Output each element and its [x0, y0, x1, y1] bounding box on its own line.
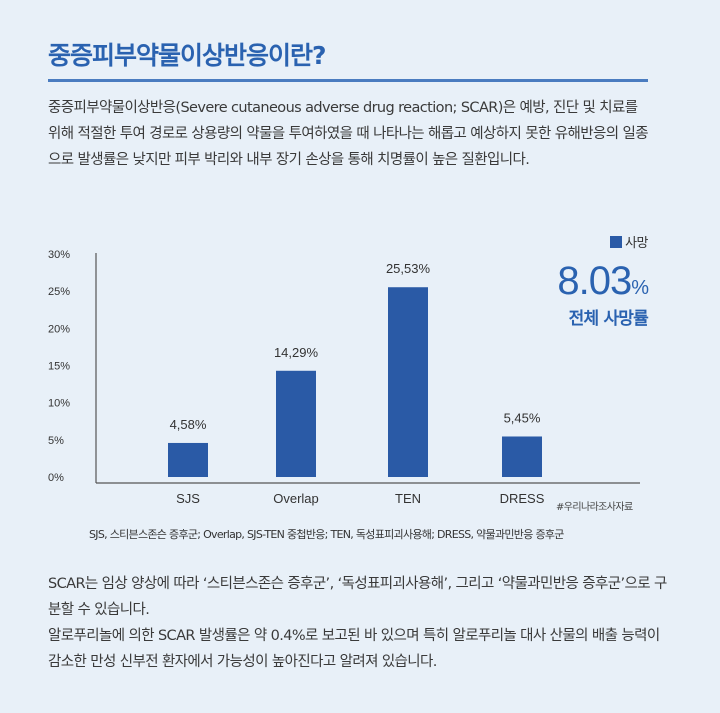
total-mortality-label: 전체 사망률: [568, 309, 649, 329]
body-paragraph-2: 알로푸리놀에 의한 SCAR 발생률은 약 0.4%로 보고된 바 있으며 특히…: [48, 628, 660, 670]
bar-overlap: [276, 370, 316, 477]
abbreviation-footnote: SJS, 스티븐스존슨 증후군; Overlap, SJS-TEN 중첩반응; …: [89, 528, 564, 541]
legend: 사망: [528, 232, 648, 251]
y-tick-label: 5%: [48, 435, 64, 447]
x-tick-label: TEN: [395, 491, 421, 506]
total-mortality-rate: 8.03%: [528, 259, 649, 304]
bar-value-label: 5,45%: [504, 410, 541, 425]
total-rate-value: 8.03: [557, 259, 632, 303]
mortality-bar-chart: 0% 5% 10% 15% 20% 25% 30% 4,58% 14,29% 25,53% 5,4…: [48, 249, 640, 506]
x-tick-label: DRESS: [500, 491, 545, 506]
legend-total-block: 사망 8.03% 전체 사망률: [528, 232, 649, 329]
total-rate-unit: %: [631, 277, 649, 299]
x-axis-labels: SJS Overlap TEN DRESS: [176, 491, 545, 506]
y-tick-label: 15%: [48, 361, 70, 373]
bar-ten: [388, 287, 428, 477]
legend-label: 사망: [625, 236, 648, 251]
bars: [168, 287, 542, 477]
y-axis-ticks: 0% 5% 10% 15% 20% 25% 30%: [48, 249, 70, 484]
page-title: 중증피부약물이상반응이란?: [48, 41, 327, 70]
bar-value-label: 14,29%: [274, 345, 319, 360]
y-tick-label: 10%: [48, 398, 70, 410]
y-tick-label: 30%: [48, 249, 70, 261]
body-paragraph-1: SCAR는 임상 양상에 따라 ‘스티븐스존슨 증후군’, ‘독성표피괴사용해’…: [48, 576, 667, 618]
bar-value-label: 25,53%: [386, 261, 431, 276]
y-tick-label: 25%: [48, 286, 70, 298]
bar-sjs: [168, 442, 208, 477]
x-tick-label: SJS: [176, 491, 200, 506]
legend-swatch: [610, 236, 623, 248]
intro-paragraph: 중증피부약물이상반응(Severe cutaneous adverse drug…: [48, 100, 649, 168]
x-tick-label: Overlap: [273, 491, 319, 506]
bar-dress: [502, 436, 542, 477]
bar-value-labels: 4,58% 14,29% 25,53% 5,45%: [170, 261, 541, 432]
bar-value-label: 4,58%: [170, 417, 207, 432]
body-text: SCAR는 임상 양상에 따라 ‘스티븐스존슨 증후군’, ‘독성표피괴사용해’…: [48, 571, 668, 675]
source-note: #우리나라조사자료: [556, 502, 633, 513]
title-divider: [48, 79, 648, 82]
y-tick-label: 0%: [48, 472, 64, 484]
y-tick-label: 20%: [48, 323, 70, 335]
